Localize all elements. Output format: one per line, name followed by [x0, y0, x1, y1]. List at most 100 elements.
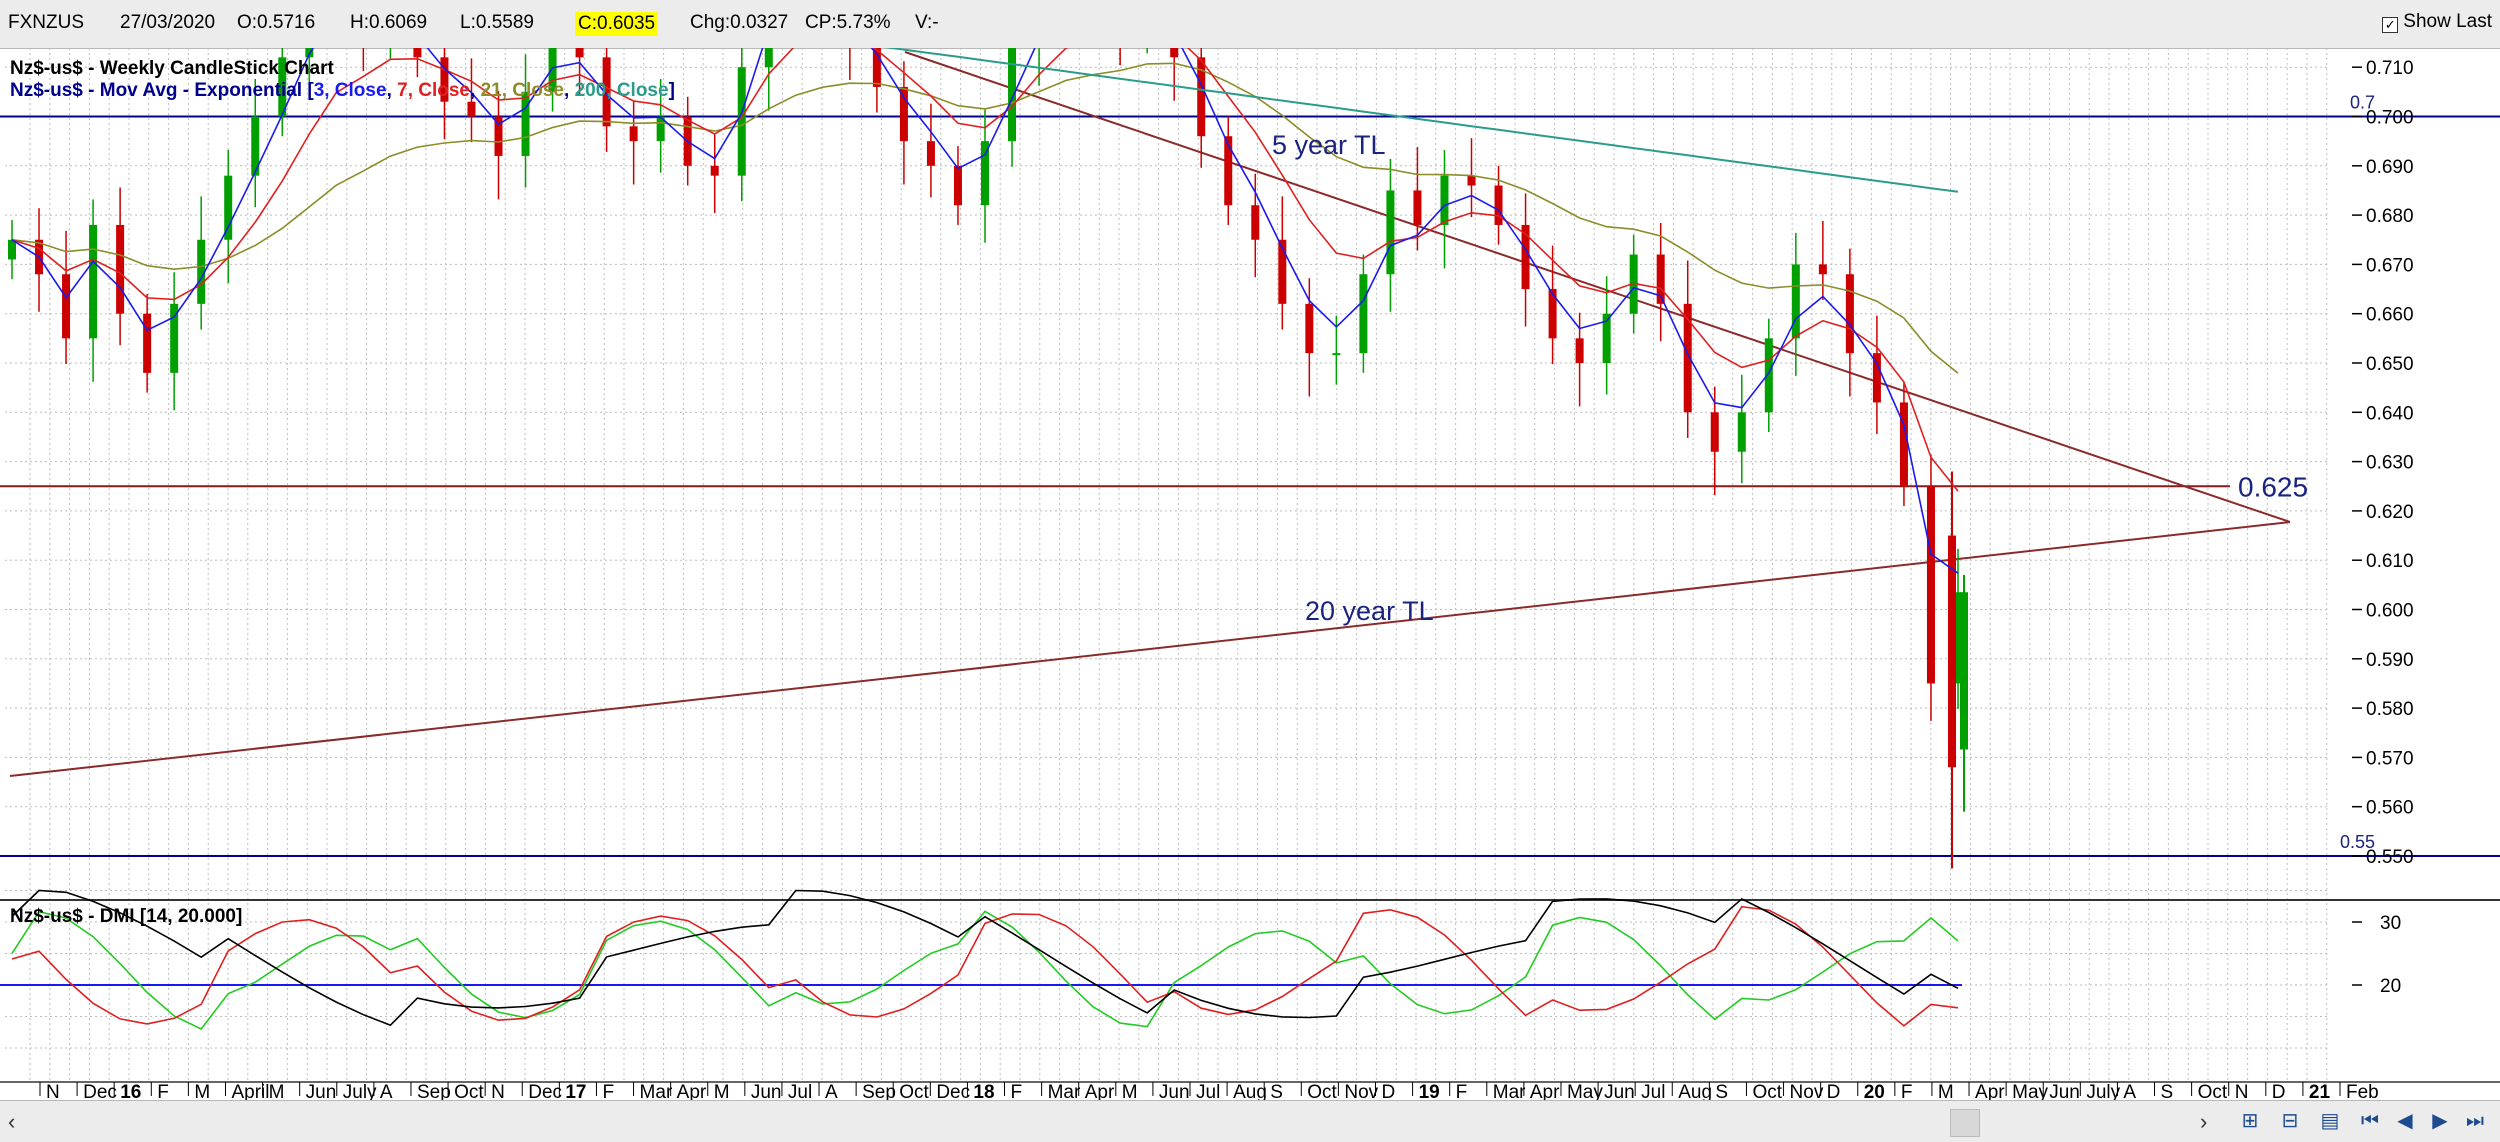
candle-body — [521, 91, 530, 156]
zoom-out-icon[interactable]: ⊟ — [2281, 1110, 2299, 1132]
five-year-trendline — [904, 51, 2291, 523]
candle-body — [1710, 412, 1719, 452]
level-label: 0.7 — [2350, 93, 2375, 113]
candle-body — [251, 116, 260, 176]
legend-ema200: 200, Close — [575, 80, 669, 101]
scroll-right-icon[interactable]: › — [2200, 1109, 2208, 1134]
show-last-toggle[interactable]: ✓ Show Last — [2382, 11, 2492, 33]
y-tick-label: 0.650 — [2366, 354, 2414, 375]
symbol-label: FXNZUS — [8, 12, 84, 33]
x-tick-label: Mar — [1048, 1082, 1081, 1100]
x-tick-label: Oct — [1307, 1082, 1337, 1100]
time-axis: N Dec 16 F M April M Jun July A Sep Oct N Dec 17 F Mar Ap… — [39, 1082, 2379, 1100]
ema200-line — [884, 48, 1959, 193]
zoom-in-icon[interactable]: ⊞ — [2241, 1110, 2259, 1132]
first-bar-icon[interactable]: ⏮ — [2361, 1110, 2379, 1132]
x-tick-label: N — [46, 1082, 60, 1100]
x-tick-label: M — [269, 1082, 285, 1100]
candle-body — [1737, 412, 1746, 452]
candle-body — [440, 57, 449, 102]
high-value: H:0.6069 — [350, 12, 428, 33]
y-tick-label: 0.700 — [2366, 108, 2414, 129]
page-icon[interactable]: ▤ — [2320, 1110, 2340, 1132]
plus-di-line — [11, 910, 1959, 1031]
candle-body — [764, 48, 773, 68]
y-tick-label: 0.670 — [2366, 255, 2414, 276]
x-tick-label: 21 — [2309, 1082, 2331, 1100]
candle-body — [1602, 313, 1611, 363]
candle-body — [116, 224, 125, 314]
open-value: O:0.5716 — [237, 12, 316, 33]
forward-icon[interactable]: ▶ — [2432, 1110, 2448, 1132]
dmi-tick-label: 20 — [2380, 976, 2401, 997]
x-tick-label: 20 — [1864, 1082, 1885, 1100]
x-tick-label: A — [825, 1082, 838, 1100]
candle-body — [1440, 175, 1449, 225]
show-last-checkbox[interactable]: ✓ — [2382, 17, 2399, 33]
candle-body — [494, 116, 503, 156]
x-tick-label: Oct — [2198, 1082, 2228, 1100]
x-tick-label: Mar — [1493, 1082, 1526, 1100]
x-tick-label: D — [2272, 1082, 2286, 1100]
scroll-left-icon[interactable]: ‹ — [8, 1109, 16, 1134]
x-tick-label: Jun — [2049, 1082, 2080, 1100]
legend-ema7: 7, Close — [397, 80, 470, 101]
candle-body — [1872, 353, 1881, 403]
y-tick-label: 0.690 — [2366, 157, 2414, 178]
candle-body — [8, 239, 16, 260]
scrollbar[interactable]: ‹ › ⊞ ⊟ ▤ ⏮ ◀ ▶ ⏭ — [0, 1100, 2500, 1142]
dmi-tick-label: 30 — [2380, 913, 2401, 934]
x-tick-label: M — [1938, 1082, 1954, 1100]
x-tick-label: May — [1567, 1082, 1603, 1100]
x-tick-label: M — [194, 1082, 210, 1100]
x-tick-label: F — [157, 1082, 169, 1100]
x-tick-label: S — [1715, 1082, 1728, 1100]
candle-body — [467, 101, 476, 117]
legend-prefix: Nz$-us$ - Mov Avg - Exponential [ — [10, 80, 314, 101]
x-tick-label: Jul — [1196, 1082, 1220, 1100]
x-tick-label: April — [231, 1082, 269, 1100]
x-tick-label: Jun — [306, 1082, 337, 1100]
last-bar-icon[interactable]: ⏭ — [2466, 1110, 2484, 1132]
adx-line — [11, 889, 1959, 1027]
candle-body — [413, 48, 422, 58]
candle-body — [1386, 190, 1395, 275]
scroll-thumb[interactable] — [1950, 1109, 1980, 1137]
candle-body — [1413, 190, 1422, 225]
candle-body — [629, 126, 638, 142]
candle-body — [1305, 303, 1314, 354]
candle-body — [1656, 254, 1665, 304]
x-tick-label: D — [1827, 1082, 1841, 1100]
candle-body — [1332, 353, 1341, 356]
candle-body — [737, 67, 746, 176]
candle-body — [1224, 136, 1233, 206]
y-tick-label: 0.620 — [2366, 502, 2414, 523]
x-tick-label: Dec — [83, 1082, 117, 1100]
x-tick-label: Jul — [788, 1082, 812, 1100]
candle-body — [1960, 592, 1968, 750]
x-tick-label: 17 — [565, 1082, 586, 1100]
x-tick-label: Sep — [862, 1082, 896, 1100]
candle-body — [1818, 264, 1827, 275]
change-pct-value: CP:5.73% — [805, 12, 891, 33]
y-tick-label: 0.580 — [2366, 699, 2414, 720]
y-tick-label: 0.630 — [2366, 453, 2414, 474]
candle-body — [1359, 274, 1368, 354]
x-tick-label: Aug — [1233, 1082, 1267, 1100]
back-icon[interactable]: ◀ — [2397, 1110, 2413, 1132]
x-tick-label: Mar — [640, 1082, 673, 1100]
x-tick-label: Jun — [751, 1082, 782, 1100]
chart-grid — [5, 48, 2330, 1082]
x-tick-label: Jul — [1641, 1082, 1665, 1100]
x-tick-label: Dec — [528, 1082, 562, 1100]
x-tick-label: July — [2086, 1082, 2120, 1100]
candle-body — [1899, 402, 1908, 487]
change-value: Chg:0.0327 — [690, 12, 789, 33]
minus-di-line — [11, 905, 1959, 1027]
x-tick-label: Feb — [2346, 1082, 2379, 1100]
y-tick-label: 0.570 — [2366, 748, 2414, 769]
y-tick-label: 0.610 — [2366, 551, 2414, 572]
candle-body — [1521, 224, 1530, 290]
candle-body — [1954, 592, 1962, 684]
